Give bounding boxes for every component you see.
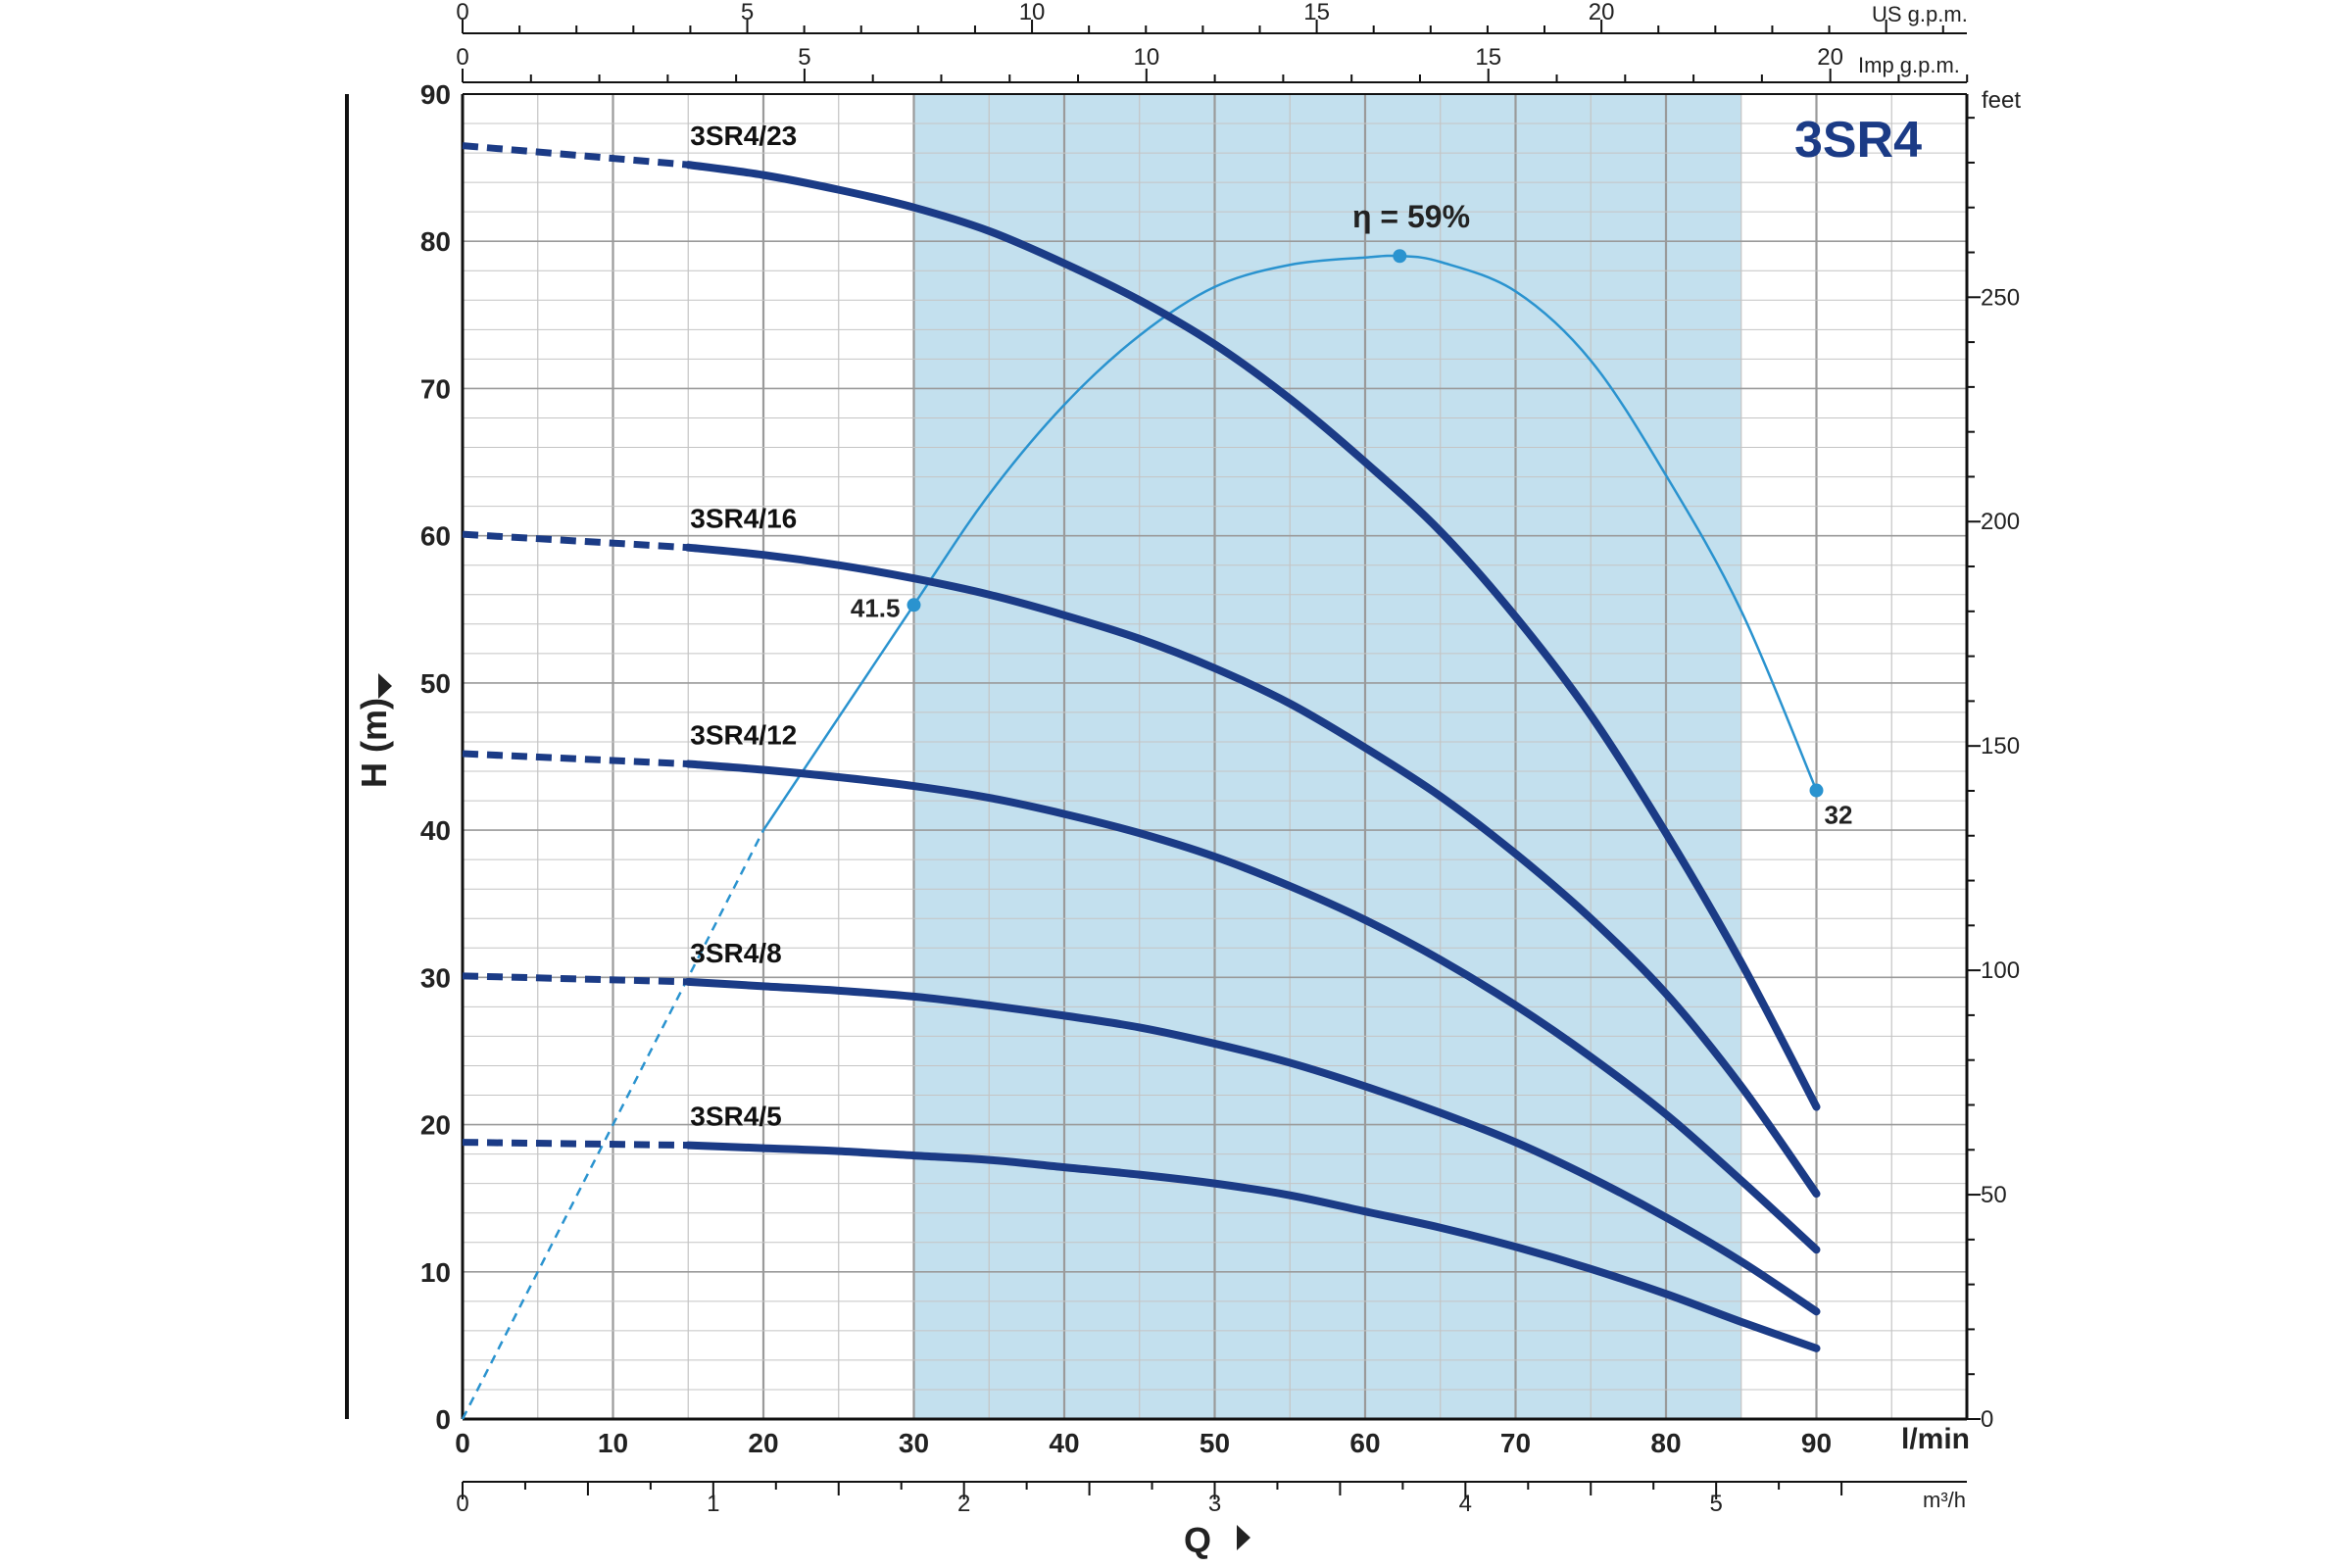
- y-tick-label: 90: [420, 79, 451, 110]
- curve-line: [684, 543, 1821, 1199]
- x-tick-label: 50: [1200, 1428, 1230, 1458]
- y-tick-label: 50: [420, 668, 451, 699]
- y-tick-label: 80: [420, 226, 451, 257]
- y-axis-arrow-icon: [378, 673, 392, 699]
- curve-dashed-segment: [462, 530, 689, 552]
- y2-tick-label: 100: [1981, 957, 2020, 984]
- us-tick-label: 10: [1019, 0, 1046, 25]
- x-axis-title: Q: [1184, 1520, 1211, 1560]
- efficiency-dashed-line: [461, 829, 765, 1420]
- m3h-tick-label: 4: [1459, 1491, 1472, 1517]
- efficiency-point: [1393, 249, 1407, 264]
- us-tick-label: 0: [456, 0, 468, 25]
- x-tick-label: 90: [1801, 1428, 1832, 1458]
- curve-label: 3SR4/23: [690, 121, 797, 151]
- y2-tick-label: 150: [1981, 733, 2020, 760]
- x-tick-label: 20: [748, 1428, 778, 1458]
- x-us-unit-label: US g.p.m.: [1872, 2, 1968, 26]
- x-tick-label: 60: [1349, 1428, 1380, 1458]
- curve-label: 3SR4/5: [690, 1102, 781, 1132]
- curve-dashed-segment: [462, 972, 689, 986]
- curve-label: 3SR4/8: [690, 938, 781, 968]
- m3h-tick-label: 3: [1208, 1491, 1221, 1517]
- y-tick-label: 10: [420, 1257, 451, 1288]
- curve-label: 3SR4/12: [690, 720, 797, 751]
- m3h-tick-label: 1: [707, 1491, 719, 1517]
- operating-range-band: [913, 94, 1741, 1419]
- y-tick-label: 0: [435, 1404, 451, 1435]
- m3h-tick-label: 2: [957, 1491, 970, 1517]
- x-imp-unit-label: Imp g.p.m.: [1858, 53, 1960, 77]
- x-tick-label: 70: [1500, 1428, 1531, 1458]
- curve-line: [684, 977, 1821, 1316]
- x-tick-label: 40: [1049, 1428, 1079, 1458]
- efficiency-line: [761, 254, 1818, 831]
- x-tick-label: 80: [1650, 1428, 1681, 1458]
- curve-line: [684, 161, 1821, 1111]
- imp-tick-label: 10: [1133, 44, 1159, 71]
- efficiency-point-label: 32: [1825, 801, 1853, 830]
- x-unit-label: l/min: [1901, 1423, 1970, 1455]
- labels: 3SR4 η = 59% feet l/min m³/h Imp g.p.m. …: [354, 2, 2021, 1560]
- curve-dashed-segment: [462, 1139, 689, 1150]
- x-axis-arrow-icon: [1237, 1525, 1250, 1550]
- x-tick-label: 0: [455, 1428, 470, 1458]
- y-tick-label: 70: [420, 373, 451, 404]
- efficiency-point: [1809, 783, 1824, 798]
- m3h-tick-label: 0: [456, 1491, 468, 1517]
- x-tick-label: 30: [899, 1428, 929, 1458]
- efficiency-point: [906, 598, 921, 612]
- x-m3h-unit-label: m³/h: [1923, 1488, 1966, 1512]
- imp-tick-label: 20: [1817, 44, 1843, 71]
- curve-dashed-segment: [462, 750, 689, 768]
- us-tick-label: 15: [1303, 0, 1330, 25]
- imp-tick-label: 0: [456, 44, 468, 71]
- efficiency-label: η = 59%: [1352, 199, 1470, 234]
- us-tick-label: 5: [741, 0, 754, 25]
- y-tick-label: 20: [420, 1110, 451, 1141]
- y2-tick-label: 0: [1981, 1406, 1993, 1433]
- y-tick-label: 30: [420, 962, 451, 993]
- curve-line: [684, 1141, 1821, 1352]
- operating-range-rect: [913, 94, 1741, 1419]
- imp-tick-label: 5: [798, 44, 810, 71]
- y-tick-label: 40: [420, 815, 451, 846]
- y2-unit-label: feet: [1982, 87, 2021, 114]
- chart-title: 3SR4: [1794, 112, 1922, 169]
- imp-tick-label: 15: [1475, 44, 1501, 71]
- y2-tick-label: 250: [1981, 284, 2020, 311]
- y-tick-label: 60: [420, 521, 451, 552]
- curve-line: [684, 760, 1821, 1254]
- efficiency-point-label: 41.5: [851, 593, 901, 622]
- y-axis-title: H (m): [354, 698, 394, 788]
- grid: [461, 93, 1967, 1420]
- m3h-tick-label: 5: [1709, 1491, 1722, 1517]
- x-tick-label: 10: [598, 1428, 628, 1458]
- y2-tick-label: 50: [1981, 1182, 2007, 1208]
- us-tick-label: 20: [1589, 0, 1615, 25]
- curve-dashed-segment: [462, 142, 689, 169]
- pump-curves: 3SR4/23 3SR4/16 3SR4/12 3SR4/8 3SR4/5: [462, 121, 1821, 1352]
- efficiency-curve-group: 41.5 32: [461, 249, 1853, 1420]
- curve-label: 3SR4/16: [690, 504, 797, 534]
- y2-tick-label: 200: [1981, 509, 2020, 535]
